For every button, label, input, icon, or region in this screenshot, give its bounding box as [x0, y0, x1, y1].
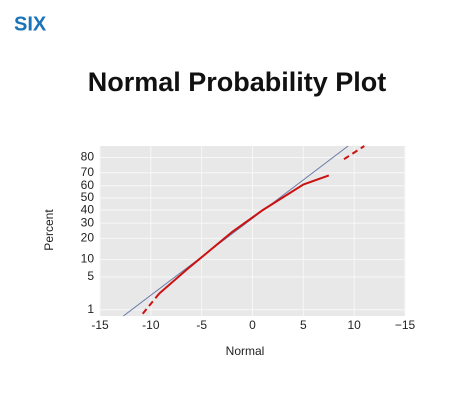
logo-box [14, 12, 50, 36]
y-tick-label: 1 [87, 302, 94, 316]
x-tick-label: -5 [196, 318, 207, 332]
x-tick-label: 10 [347, 318, 361, 332]
x-tick-label: −15 [395, 318, 416, 332]
series-line [141, 293, 160, 315]
series-line [123, 145, 349, 317]
y-tick-label: 60 [81, 178, 95, 192]
y-tick-label: 70 [81, 165, 95, 179]
logo: SIX [14, 13, 47, 35]
y-tick-label: 80 [81, 150, 95, 164]
x-tick-label: 5 [300, 318, 307, 332]
x-tick-label: -15 [91, 318, 109, 332]
y-tick-label: 30 [81, 215, 95, 229]
chart-title: Normal Probability Plot [88, 67, 387, 97]
y-axis-label: Percent [42, 209, 56, 251]
y-tick-label: 40 [81, 202, 95, 216]
y-tick-label: 5 [87, 269, 94, 283]
x-tick-label: 0 [249, 318, 256, 332]
y-tick-label: 10 [81, 252, 95, 266]
x-tick-label: -10 [142, 318, 160, 332]
series-line [343, 145, 365, 161]
y-tick-label: 20 [81, 231, 95, 245]
series-line [158, 174, 330, 295]
y-tick-label: 50 [81, 190, 95, 204]
x-axis-label: Normal [226, 344, 265, 358]
